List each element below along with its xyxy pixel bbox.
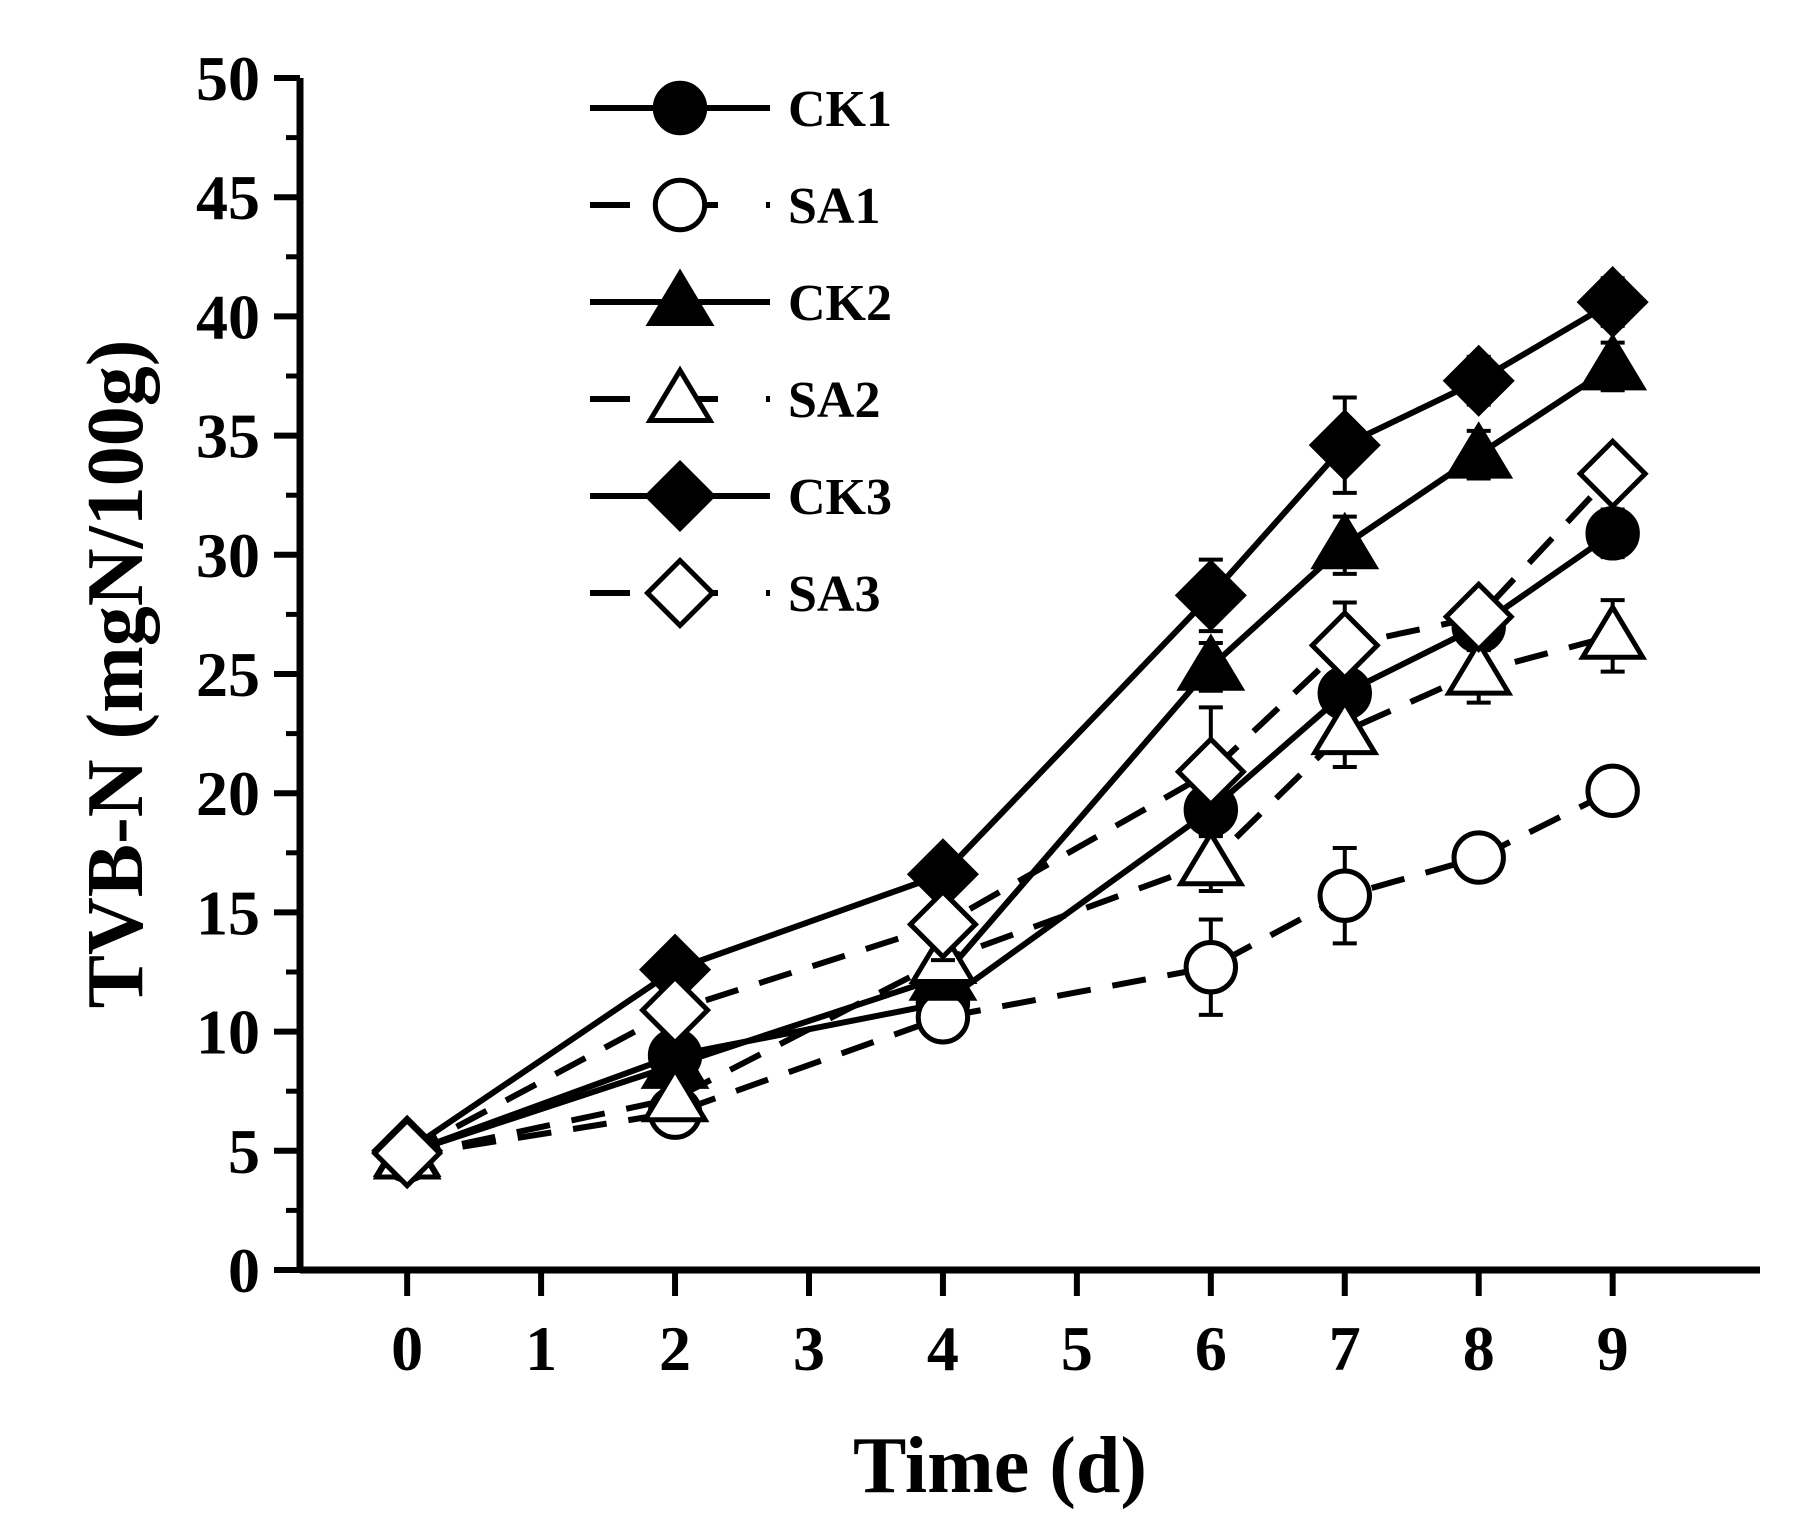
y-tick-label-20: 20 (196, 758, 260, 829)
legend-marker-sa2 (645, 365, 715, 423)
series-layer (371, 266, 1649, 1190)
x-tick-label-5: 5 (1061, 1313, 1093, 1384)
legend-item-ck2: CK2 (590, 268, 892, 332)
legend-label-ck3: CK3 (788, 469, 892, 526)
legend-marker-ck3 (643, 459, 717, 533)
x-tick-label-9: 9 (1597, 1313, 1629, 1384)
x-tick-label-6: 6 (1195, 1313, 1227, 1384)
legend: CK1 SA1 CK2 SA2 CK3 SA3 (590, 80, 892, 630)
data-point-sa3-2 (906, 888, 979, 961)
legend-label-sa2: SA2 (788, 372, 880, 429)
legend-item-sa1: SA1 (590, 177, 880, 235)
data-point-sa1-4 (1317, 868, 1372, 923)
data-point-ck3-5 (1442, 344, 1515, 417)
data-point-ck2-5 (1444, 421, 1514, 479)
data-point-ck2-4 (1310, 511, 1380, 570)
data-point-sa3-6 (1576, 437, 1649, 510)
series-ck1 (379, 506, 1640, 1181)
legend-label-ck2: CK2 (788, 275, 892, 332)
legend-marker-ck2 (645, 268, 715, 326)
data-point-sa3-3 (1174, 735, 1247, 808)
series-ck2 (372, 333, 1648, 1178)
data-point-ck2-6 (1578, 333, 1648, 391)
x-tick-label-1: 1 (525, 1313, 557, 1384)
data-point-sa2-6 (1578, 602, 1648, 660)
data-point-sa1-3 (1183, 940, 1239, 995)
series-line-sa1 (406, 788, 1614, 1159)
data-point-sa3-4 (1308, 609, 1381, 682)
y-axis-title: TVB-N (mgN/100g) (72, 340, 160, 1009)
series-line-sa3 (405, 471, 1615, 1156)
series-sa2 (372, 598, 1648, 1180)
data-point-ck3-4 (1308, 409, 1381, 482)
series-line-ck2 (406, 363, 1615, 1157)
series-ck3 (371, 266, 1649, 1187)
legend-item-ck1: CK1 (590, 80, 892, 138)
y-tick-label-40: 40 (196, 281, 260, 352)
legend-item-sa2: SA2 (590, 365, 880, 429)
series-line-ck1 (406, 530, 1615, 1157)
y-tick-label-10: 10 (196, 997, 260, 1068)
y-tick-label-35: 35 (196, 401, 260, 472)
data-point-sa2-4 (1310, 697, 1380, 756)
x-tick-label-2: 2 (659, 1313, 691, 1384)
legend-label-sa3: SA3 (788, 566, 880, 623)
x-axis-title: Time (d) (853, 1422, 1147, 1510)
data-point-sa1-6 (1585, 763, 1640, 819)
y-tick-label-0: 0 (228, 1235, 260, 1306)
data-point-sa2-5 (1444, 638, 1514, 696)
data-point-ck3-6 (1576, 266, 1649, 339)
data-point-ck3-3 (1174, 559, 1247, 632)
series-line-ck3 (405, 299, 1615, 1154)
y-tick-label-15: 15 (196, 877, 260, 948)
data-point-sa2-3 (1176, 828, 1246, 887)
series-sa1 (379, 763, 1640, 1183)
legend-item-ck3: CK3 (590, 459, 892, 533)
data-point-sa3-1 (639, 974, 712, 1047)
x-tick-label-0: 0 (391, 1313, 423, 1384)
y-tick-label-30: 30 (196, 520, 260, 591)
y-tick-label-5: 5 (228, 1116, 260, 1187)
legend-label-ck1: CK1 (788, 81, 892, 138)
y-tick-label-50: 50 (196, 43, 260, 114)
data-point-ck1-6 (1585, 506, 1640, 561)
data-point-sa2-1 (640, 1064, 710, 1123)
legend-marker-sa3 (643, 556, 717, 630)
data-point-ck2-3 (1176, 633, 1246, 691)
x-tick-label-7: 7 (1329, 1313, 1361, 1384)
legend-marker-ck1 (652, 80, 708, 136)
legend-item-sa3: SA3 (590, 556, 880, 630)
data-point-sa1-5 (1451, 830, 1506, 885)
legend-marker-sa1 (652, 177, 708, 233)
y-tick-label-25: 25 (196, 639, 260, 710)
data-point-sa3-5 (1442, 580, 1515, 653)
series-sa3 (371, 437, 1649, 1190)
x-tick-label-8: 8 (1463, 1313, 1495, 1384)
y-tick-label-45: 45 (196, 162, 260, 233)
data-point-sa3-0 (371, 1117, 444, 1190)
x-tick-label-4: 4 (927, 1313, 959, 1384)
legend-label-sa1: SA1 (788, 178, 880, 235)
x-tick-label-3: 3 (793, 1313, 825, 1384)
